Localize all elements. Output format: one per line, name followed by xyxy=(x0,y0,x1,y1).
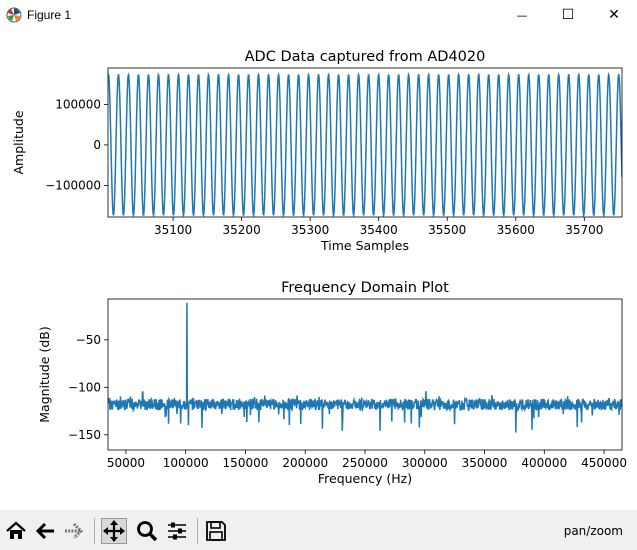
time-axes-frame xyxy=(107,67,623,218)
pan-button[interactable] xyxy=(101,518,127,544)
freq-plot-background xyxy=(108,299,622,450)
time-y-axis-label: Amplitude xyxy=(11,110,26,174)
freq-ytick-label: −50 xyxy=(76,333,101,347)
time-xtick-label: 35200 xyxy=(223,223,261,237)
time-x-axis-label: Time Samples xyxy=(320,238,409,253)
matplotlib-logo-icon xyxy=(6,7,22,23)
freq-axes: 50000 100000 150000 200000 250000 300000 35000… xyxy=(37,280,627,486)
forward-arrow-icon xyxy=(65,522,84,540)
freq-xtick-label: 50000 xyxy=(107,456,145,470)
time-chart-title: ADC Data captured from AD4020 xyxy=(245,49,486,65)
freq-y-axis-label: Magnitude (dB) xyxy=(37,326,52,422)
configure-subplots-icon xyxy=(168,522,186,540)
time-xtick-label: 35500 xyxy=(428,223,466,237)
freq-xtick-label: 400000 xyxy=(521,456,567,470)
freq-xtick-label: 200000 xyxy=(282,456,328,470)
forward-button[interactable] xyxy=(61,518,87,544)
freq-xtick-label: 250000 xyxy=(342,456,388,470)
figure-svg: 35100 35200 35300 35400 35500 35600 35700 10000… xyxy=(11,49,627,486)
configure-subplots-button[interactable] xyxy=(164,518,190,544)
time-axes: 35100 35200 35300 35400 35500 35600 35700 10000… xyxy=(11,49,623,253)
close-button[interactable]: ✕ xyxy=(591,0,637,30)
toolbar-status: pan/zoom xyxy=(563,524,623,538)
freq-xtick-label: 450000 xyxy=(581,456,627,470)
maximize-icon: ☐ xyxy=(561,7,575,23)
freq-xtick-label: 350000 xyxy=(462,456,508,470)
minimize-icon: — xyxy=(516,8,528,22)
maximize-button[interactable]: ☐ xyxy=(545,0,591,30)
pan-icon xyxy=(103,520,125,542)
time-series-line xyxy=(108,72,622,217)
time-xtick-label: 35700 xyxy=(565,223,603,237)
figure-canvas[interactable]: 35100 35200 35300 35400 35500 35600 35700 10000… xyxy=(0,30,637,510)
time-xtick-label: 35600 xyxy=(497,223,535,237)
back-button[interactable] xyxy=(32,518,58,544)
time-ytick-label: 100000 xyxy=(55,97,101,111)
freq-xtick-label: 100000 xyxy=(163,456,209,470)
save-icon xyxy=(206,521,226,541)
navigation-toolbar: pan/zoom xyxy=(0,510,637,550)
freq-series-line xyxy=(108,302,622,433)
toolbar-separator xyxy=(94,518,95,544)
freq-xtick-label: 300000 xyxy=(402,456,448,470)
save-button[interactable] xyxy=(203,518,229,544)
freq-x-axis-label: Frequency (Hz) xyxy=(318,471,412,486)
freq-ytick-label: −150 xyxy=(68,428,101,442)
time-ytick-label: −100000 xyxy=(45,178,101,192)
window-titlebar: Figure 1 — ☐ ✕ xyxy=(0,0,637,30)
time-xtick-label: 35300 xyxy=(291,223,329,237)
freq-xtick-label: 150000 xyxy=(223,456,269,470)
time-ytick-label: 0 xyxy=(93,138,101,152)
close-icon: ✕ xyxy=(608,7,620,23)
time-xtick-label: 35400 xyxy=(360,223,398,237)
home-icon xyxy=(6,521,26,539)
zoom-button[interactable] xyxy=(134,518,160,544)
freq-ytick-label: −100 xyxy=(68,380,101,394)
back-arrow-icon xyxy=(35,522,54,540)
toolbar-separator xyxy=(197,518,198,544)
window-title: Figure 1 xyxy=(27,8,72,22)
zoom-icon xyxy=(137,521,158,542)
time-xtick-label: 35100 xyxy=(154,223,192,237)
minimize-button[interactable]: — xyxy=(499,0,545,30)
freq-chart-title: Frequency Domain Plot xyxy=(281,280,449,296)
home-button[interactable] xyxy=(3,518,29,544)
